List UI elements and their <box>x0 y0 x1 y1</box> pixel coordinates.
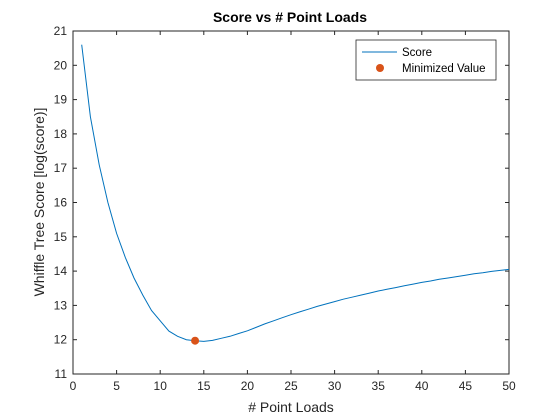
score-data-point <box>125 257 126 258</box>
score-data-point <box>81 44 82 45</box>
score-data-point <box>413 284 414 285</box>
score-data-point <box>203 341 204 342</box>
score-data-point <box>447 277 448 278</box>
score-data-point <box>421 282 422 283</box>
y-tick-label: 12 <box>54 333 68 347</box>
y-tick-label: 11 <box>55 367 68 381</box>
y-tick-label: 16 <box>54 196 68 210</box>
score-data-point <box>264 323 265 324</box>
score-data-point <box>482 272 483 273</box>
score-data-point <box>256 327 257 328</box>
score-data-point <box>116 233 117 234</box>
y-tick-label: 13 <box>54 298 68 312</box>
score-data-point <box>151 310 152 311</box>
score-data-point <box>395 287 396 288</box>
x-tick-label: 40 <box>415 379 429 393</box>
score-data-point <box>509 269 510 270</box>
x-axis-label: # Point Loads <box>248 399 334 415</box>
score-data-point <box>273 320 274 321</box>
series-layer <box>81 44 510 345</box>
score-data-point <box>247 330 248 331</box>
score-data-point <box>474 273 475 274</box>
score-data-point <box>99 164 100 165</box>
chart-title: Score vs # Point Loads <box>213 9 367 25</box>
score-data-point <box>177 336 178 337</box>
score-data-point <box>343 299 344 300</box>
plot-area <box>72 30 510 375</box>
score-data-point <box>308 309 309 310</box>
score-data-point <box>160 320 161 321</box>
score-data-point <box>491 271 492 272</box>
x-tick-label: 25 <box>284 379 298 393</box>
y-tick-label: 15 <box>54 230 68 244</box>
score-data-point <box>500 270 501 271</box>
x-tick-label: 20 <box>241 379 255 393</box>
score-data-point <box>186 339 187 340</box>
x-tick-label: 15 <box>197 379 211 393</box>
score-data-point <box>465 275 466 276</box>
x-tick-label: 5 <box>113 379 120 393</box>
score-data-point <box>134 277 135 278</box>
x-tick-label: 50 <box>502 379 516 393</box>
minimized-value-marker <box>191 336 200 345</box>
score-data-point <box>386 289 387 290</box>
y-tick-label: 21 <box>54 24 68 38</box>
score-data-point <box>352 297 353 298</box>
legend-score-label: Score <box>402 47 432 59</box>
score-data-point <box>221 338 222 339</box>
legend: Score Minimized Value <box>355 39 497 81</box>
score-data-point <box>107 202 108 203</box>
x-tick-label: 45 <box>459 379 473 393</box>
score-data-point <box>430 281 431 282</box>
score-data-point <box>325 304 326 305</box>
score-data-point <box>142 295 143 296</box>
y-tick-label: 18 <box>54 127 68 141</box>
x-tick-label: 35 <box>372 379 386 393</box>
y-axis: 11 12 13 14 15 16 17 18 19 20 21 <box>54 24 509 381</box>
y-tick-label: 14 <box>54 264 68 278</box>
score-data-point <box>334 301 335 302</box>
x-tick-label: 30 <box>328 379 342 393</box>
score-data-point <box>238 333 239 334</box>
score-data-point <box>90 116 91 117</box>
score-data-point <box>317 306 318 307</box>
legend-box <box>355 39 497 81</box>
score-data-point <box>456 276 457 277</box>
score-data-point <box>168 331 169 332</box>
score-data-point <box>369 293 370 294</box>
score-data-point <box>378 290 379 291</box>
score-data-point <box>439 279 440 280</box>
legend-minimized-label: Minimized Value <box>402 63 486 75</box>
score-data-point <box>360 295 361 296</box>
score-data-point <box>212 340 213 341</box>
score-series-line <box>81 44 510 342</box>
score-data-point <box>291 314 292 315</box>
legend-minimized-marker <box>376 64 384 72</box>
score-data-point <box>282 317 283 318</box>
score-data-point <box>229 336 230 337</box>
y-tick-label: 17 <box>54 161 68 175</box>
x-tick-label: 10 <box>154 379 168 393</box>
score-data-point <box>404 285 405 286</box>
y-axis-label: Whiffle Tree Score [log(score)] <box>31 108 47 297</box>
x-tick-label: 0 <box>70 379 77 393</box>
score-data-point <box>299 311 300 312</box>
y-tick-label: 20 <box>54 58 68 72</box>
x-axis: 0 5 10 15 20 25 30 35 40 45 50 <box>70 31 516 393</box>
y-tick-label: 19 <box>54 93 68 107</box>
